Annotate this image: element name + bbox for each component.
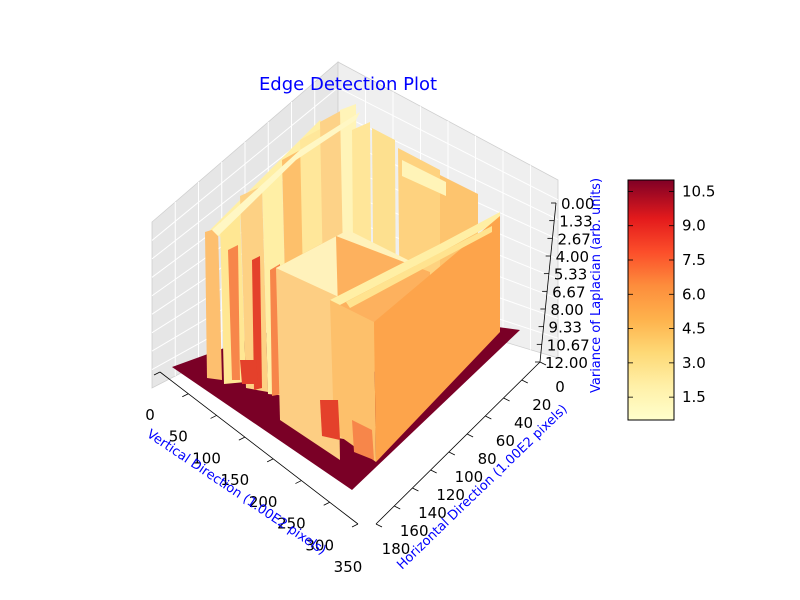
chart-title: Edge Detection Plot bbox=[259, 74, 437, 95]
ridge-top-band bbox=[212, 112, 360, 236]
grid-line bbox=[151, 87, 339, 241]
plateau-front-face bbox=[330, 300, 376, 462]
x-tick-mark bbox=[295, 480, 302, 484]
y-tick-label: 0 bbox=[555, 378, 565, 396]
colorbar-tick-label: 3.0 bbox=[682, 354, 706, 372]
y-tick-label: 100 bbox=[455, 468, 484, 486]
z-axis-ticks: 0.001.332.674.005.336.678.009.3310.6712.… bbox=[535, 195, 594, 372]
x-tick-mark bbox=[153, 371, 161, 376]
z-axis-label: Variance of Laplacian (arb. units) bbox=[589, 178, 604, 393]
y-axis-line bbox=[375, 361, 541, 525]
front-shade-1 bbox=[320, 400, 340, 440]
colorbar-tick-label: 9.0 bbox=[682, 217, 706, 235]
x-tick-mark bbox=[351, 523, 359, 528]
y-tick-mark bbox=[394, 505, 401, 510]
surface bbox=[172, 104, 520, 490]
y-tick-mark bbox=[503, 397, 510, 402]
plateau-front-shade bbox=[352, 420, 374, 460]
plateau-inner-rim bbox=[346, 226, 492, 308]
x-tick-mark bbox=[238, 436, 246, 441]
z-tick-label: 0.00 bbox=[561, 195, 594, 213]
colorbar-tick-label: 4.5 bbox=[682, 320, 706, 338]
x-tick-label: 200 bbox=[249, 493, 278, 511]
y-tick-label: 20 bbox=[532, 396, 551, 414]
y-tick-mark bbox=[521, 379, 528, 384]
x-tick-label: 300 bbox=[305, 536, 334, 554]
plateau-right-face bbox=[374, 216, 500, 462]
plateau-top bbox=[330, 212, 500, 306]
colorbar-tick-label: 6.0 bbox=[682, 285, 706, 303]
x-tick-label: 250 bbox=[277, 515, 306, 533]
colorbar-tick-label: 1.5 bbox=[682, 388, 706, 406]
x-tick-label: 350 bbox=[334, 558, 363, 576]
ridge-back-right-5 bbox=[402, 160, 446, 196]
x-tick-label: 100 bbox=[192, 449, 221, 467]
z-tick-label: 2.67 bbox=[557, 230, 590, 248]
z-tick-label: 1.33 bbox=[559, 213, 592, 231]
colorbar-ticks: 1.5 3.0 4.5 6.0 7.5 9.0 10.5 bbox=[628, 182, 715, 406]
z-tick-label: 12.00 bbox=[545, 354, 588, 372]
y-tick-mark bbox=[466, 433, 474, 438]
z-tick-label: 10.67 bbox=[547, 336, 590, 354]
grid-line bbox=[337, 87, 559, 201]
z-tick-label: 4.00 bbox=[556, 248, 589, 266]
y-tick-mark bbox=[539, 361, 547, 366]
x-axis-line bbox=[159, 371, 359, 525]
y-tick-label: 40 bbox=[514, 414, 533, 432]
y-tick-label: 140 bbox=[418, 504, 447, 522]
x-tick-mark bbox=[266, 458, 274, 463]
z-axis-line bbox=[539, 202, 557, 363]
y-tick-label: 60 bbox=[496, 432, 515, 450]
x-tick-mark bbox=[210, 415, 217, 419]
y-tick-mark bbox=[448, 451, 456, 456]
colorbar-tick-label: 7.5 bbox=[682, 251, 706, 269]
ridge-2-shade bbox=[252, 256, 262, 390]
z-tick-label: 5.33 bbox=[554, 266, 587, 284]
colorbar: 1.5 3.0 4.5 6.0 7.5 9.0 10.5 bbox=[627, 179, 715, 421]
y-tick-label: 80 bbox=[478, 450, 497, 468]
y-tick-mark bbox=[485, 415, 492, 420]
y-tick-label: 160 bbox=[400, 522, 429, 540]
x-tick-label: 150 bbox=[221, 471, 250, 489]
y-tick-mark bbox=[430, 469, 437, 474]
x-tick-mark bbox=[182, 393, 189, 398]
y-tick-label: 120 bbox=[436, 486, 465, 504]
z-tick-label: 8.00 bbox=[550, 301, 583, 319]
ridge-back-2 bbox=[205, 228, 222, 380]
y-tick-label: 180 bbox=[382, 540, 411, 558]
z-tick-label: 6.67 bbox=[552, 283, 585, 301]
ridge-1-shade bbox=[228, 245, 240, 380]
y-tick-mark bbox=[375, 523, 383, 528]
x-tick-label: 0 bbox=[145, 406, 155, 424]
x-tick-label: 50 bbox=[169, 428, 188, 446]
y-tick-mark bbox=[412, 487, 419, 492]
front-shade-2 bbox=[240, 360, 258, 384]
y-axis-label: Horizontal Direction (1.00E2 pixels) bbox=[394, 402, 570, 573]
colorbar-tick-label: 10.5 bbox=[682, 182, 715, 200]
x-tick-mark bbox=[323, 501, 330, 506]
colorbar-fill bbox=[627, 179, 675, 421]
z-tick-label: 9.33 bbox=[549, 319, 582, 337]
